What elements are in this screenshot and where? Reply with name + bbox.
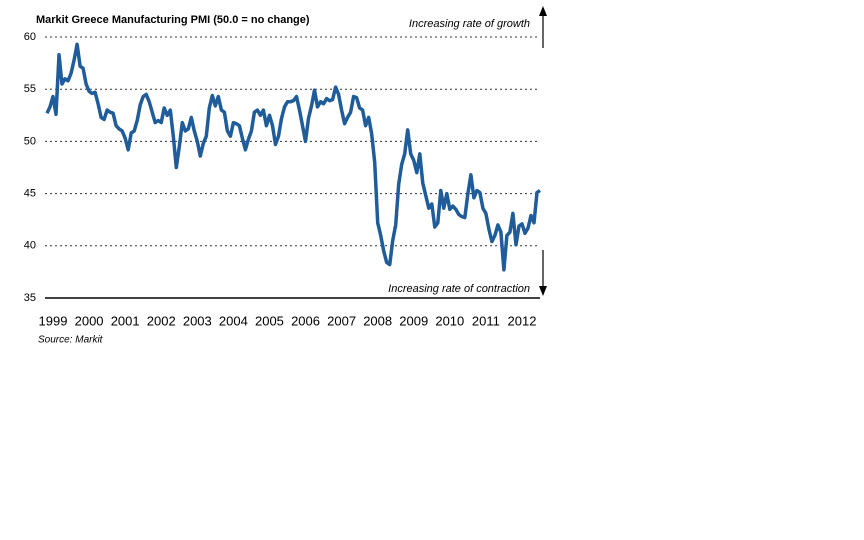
y-tick-label: 40 (24, 240, 36, 252)
x-tick-label: 2006 (291, 313, 320, 328)
x-tick-label: 2010 (435, 313, 464, 328)
y-tick-label: 35 (24, 292, 36, 304)
arrow-head (539, 6, 547, 16)
annotation: Increasing rate of contraction (388, 283, 530, 295)
y-tick-label: 60 (24, 31, 36, 43)
x-tick-label: 2000 (75, 313, 104, 328)
y-tick-label: 50 (24, 135, 36, 147)
chart-title: Markit Greece Manufacturing PMI (50.0 = … (36, 14, 310, 26)
x-tick-label: 2012 (508, 313, 537, 328)
x-tick-label: 2002 (147, 313, 176, 328)
x-tick-label: 2004 (219, 313, 248, 328)
x-tick-label: 1999 (39, 313, 68, 328)
x-tick-label: 2008 (363, 313, 392, 328)
y-tick-label: 55 (24, 83, 36, 95)
annotation: Increasing rate of growth (409, 18, 530, 30)
x-tick-label: 2007 (327, 313, 356, 328)
line-series (45, 42, 542, 272)
x-tick-label: 2003 (183, 313, 212, 328)
x-tick-label: 2005 (255, 313, 284, 328)
x-tick-label: 2001 (111, 313, 140, 328)
arrow-head (539, 286, 547, 296)
y-tick-label: 45 (24, 188, 36, 200)
source: Source: Markit (38, 335, 104, 346)
x-tick-label: 2011 (472, 313, 500, 328)
x-tick-label: 2009 (399, 313, 428, 328)
